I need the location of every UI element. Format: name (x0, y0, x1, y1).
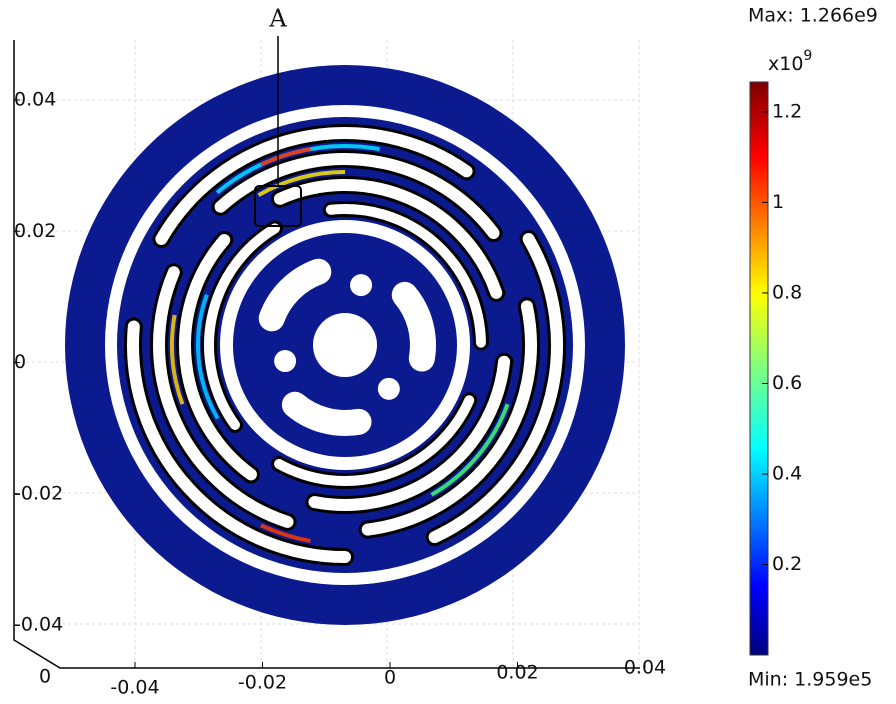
colorbar-max: Max: 1.266e9 (748, 5, 878, 27)
slot (214, 153, 500, 240)
colorbar-exponent: x109 (768, 48, 812, 75)
y-tick-label: -0.02 (14, 482, 63, 504)
hole (274, 350, 297, 373)
annotation-label: A (268, 5, 287, 33)
colorbar-tick-label: 0.6 (772, 372, 802, 394)
exponent-power: 9 (803, 48, 812, 64)
annotation-box (254, 185, 302, 227)
y-tick-label: 0.04 (14, 89, 56, 111)
z-tick-label: 0 (39, 666, 51, 688)
exponent-base: x10 (768, 53, 803, 75)
slot (179, 234, 257, 481)
y-tick-label: -0.04 (14, 614, 63, 636)
hub-slot (258, 258, 332, 332)
hub-slot (391, 281, 436, 372)
slot (153, 266, 294, 528)
slot (273, 179, 503, 299)
colorbar-tick-label: 0.4 (772, 463, 802, 485)
hole (350, 274, 373, 297)
colorbar-tick-label: 0.8 (772, 281, 802, 303)
slot (204, 223, 280, 430)
x-tick-label: -0.02 (238, 672, 287, 694)
slot (127, 320, 351, 563)
colorbar-tick-label: 0.2 (772, 553, 802, 575)
slot (308, 355, 511, 511)
x-tick-label: 0.02 (496, 662, 538, 684)
x-tick-label: 0 (384, 667, 396, 689)
colorbar-tick-label: 1 (772, 191, 784, 213)
stress-highlight (430, 403, 510, 497)
slot (155, 127, 473, 245)
stress-highlight (260, 523, 311, 543)
stress-highlight (260, 147, 311, 167)
colorbar (749, 81, 769, 656)
slot (274, 395, 475, 486)
x-tick-label: 0.04 (624, 657, 666, 679)
slot (361, 300, 537, 536)
axis-lines (13, 40, 640, 669)
y-tick-label: 0 (14, 351, 26, 373)
colorbar-tick-label: 1.2 (772, 100, 802, 122)
colorbar-min: Min: 1.959e5 (748, 669, 872, 691)
center-hole (313, 313, 377, 377)
hole (377, 377, 400, 400)
slot (325, 204, 486, 348)
hub-slot (281, 391, 372, 436)
stress-highlight (170, 314, 185, 405)
slot (428, 233, 563, 544)
stress-highlight (196, 294, 220, 420)
spring-model (65, 65, 625, 625)
stress-highlight (257, 170, 346, 197)
y-tick-label: 0.02 (14, 220, 56, 242)
x-tick-label: -0.04 (110, 677, 159, 699)
